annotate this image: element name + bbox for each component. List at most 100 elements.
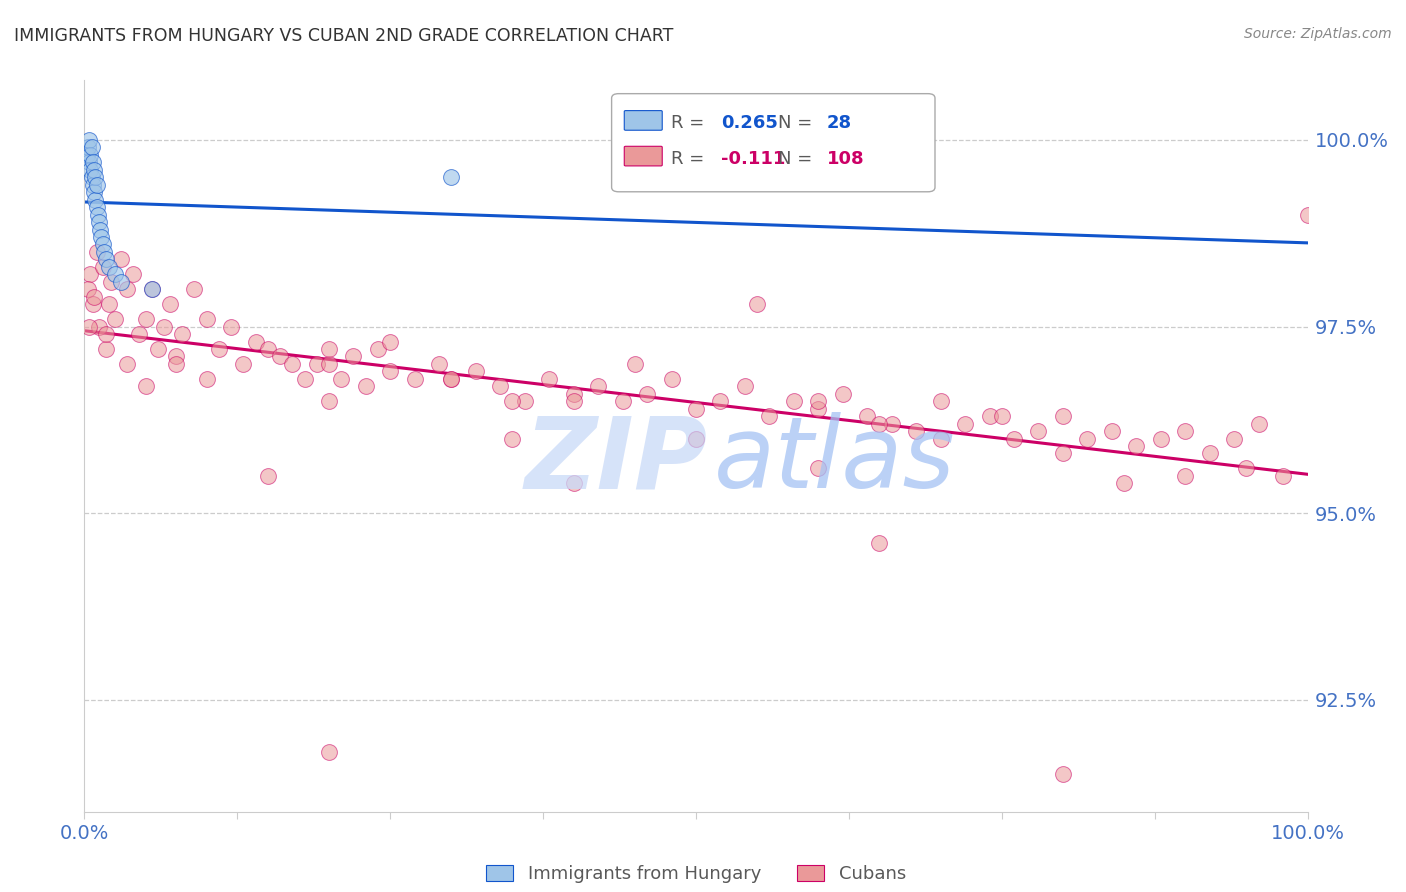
Point [1174,424,1197,438]
Point [612,394,634,409]
Point [342,350,364,364]
Text: -0.111: -0.111 [721,150,786,168]
Point [195,372,218,386]
Point [685,401,707,416]
Text: atlas: atlas [714,412,956,509]
Point [318,745,340,759]
Point [464,364,486,378]
Point [440,372,463,386]
Point [82,178,104,192]
Point [758,409,780,424]
Point [110,275,132,289]
Point [104,268,127,282]
Text: Source: ZipAtlas.com: Source: ZipAtlas.com [1244,27,1392,41]
Point [86,200,108,214]
Text: R =: R = [671,114,704,132]
Point [96,252,118,267]
Point [245,334,267,349]
Point [96,326,118,341]
Point [661,372,683,386]
Point [869,536,891,550]
Point [172,326,194,341]
Point [1114,476,1136,491]
Point [141,282,163,296]
Point [146,342,169,356]
Point [427,357,450,371]
Point [586,379,609,393]
Point [1247,417,1270,431]
Point [685,432,707,446]
Point [869,417,891,431]
Point [269,350,291,364]
Point [1052,767,1074,781]
Point [77,282,100,296]
Text: IMMIGRANTS FROM HUNGARY VS CUBAN 2ND GRADE CORRELATION CHART: IMMIGRANTS FROM HUNGARY VS CUBAN 2ND GRA… [14,27,673,45]
Point [77,133,100,147]
Point [122,268,145,282]
Point [165,357,187,371]
Point [1198,446,1220,460]
Point [84,193,107,207]
Point [880,417,903,431]
Point [440,372,463,386]
Point [82,297,104,311]
Text: 0.265: 0.265 [721,114,778,132]
Point [208,342,231,356]
Point [91,260,114,274]
Point [929,394,952,409]
Text: 28: 28 [827,114,852,132]
Point [807,394,830,409]
Point [80,170,103,185]
Point [153,319,176,334]
Point [305,357,328,371]
Point [1052,409,1074,424]
Point [165,350,187,364]
Point [354,379,377,393]
Point [318,342,340,356]
Point [77,155,100,169]
Point [1101,424,1123,438]
Point [1296,208,1319,222]
Point [489,379,512,393]
Point [1223,432,1246,446]
Point [183,282,205,296]
Point [110,252,132,267]
Point [159,297,181,311]
Point [440,170,463,185]
Text: R =: R = [671,150,704,168]
Point [562,394,585,409]
Point [1236,461,1258,475]
Point [318,394,340,409]
Point [1125,439,1147,453]
Point [1150,432,1173,446]
Point [929,432,952,446]
Point [624,357,647,371]
Point [89,222,111,236]
Point [1174,468,1197,483]
Point [709,394,731,409]
Point [281,357,304,371]
Point [404,372,426,386]
Point [79,148,101,162]
Point [219,319,242,334]
Point [330,372,353,386]
Point [83,290,105,304]
Point [1002,432,1025,446]
Point [104,312,127,326]
Text: N =: N = [778,114,811,132]
Point [502,432,524,446]
Point [141,282,163,296]
Point [77,140,100,154]
Point [783,394,806,409]
Point [747,297,769,311]
Point [79,162,101,177]
Point [135,379,157,393]
Point [115,357,138,371]
Point [82,155,104,169]
Point [76,148,98,162]
Point [502,394,524,409]
Point [380,334,402,349]
Point [135,312,157,326]
Point [232,357,254,371]
Point [97,297,120,311]
